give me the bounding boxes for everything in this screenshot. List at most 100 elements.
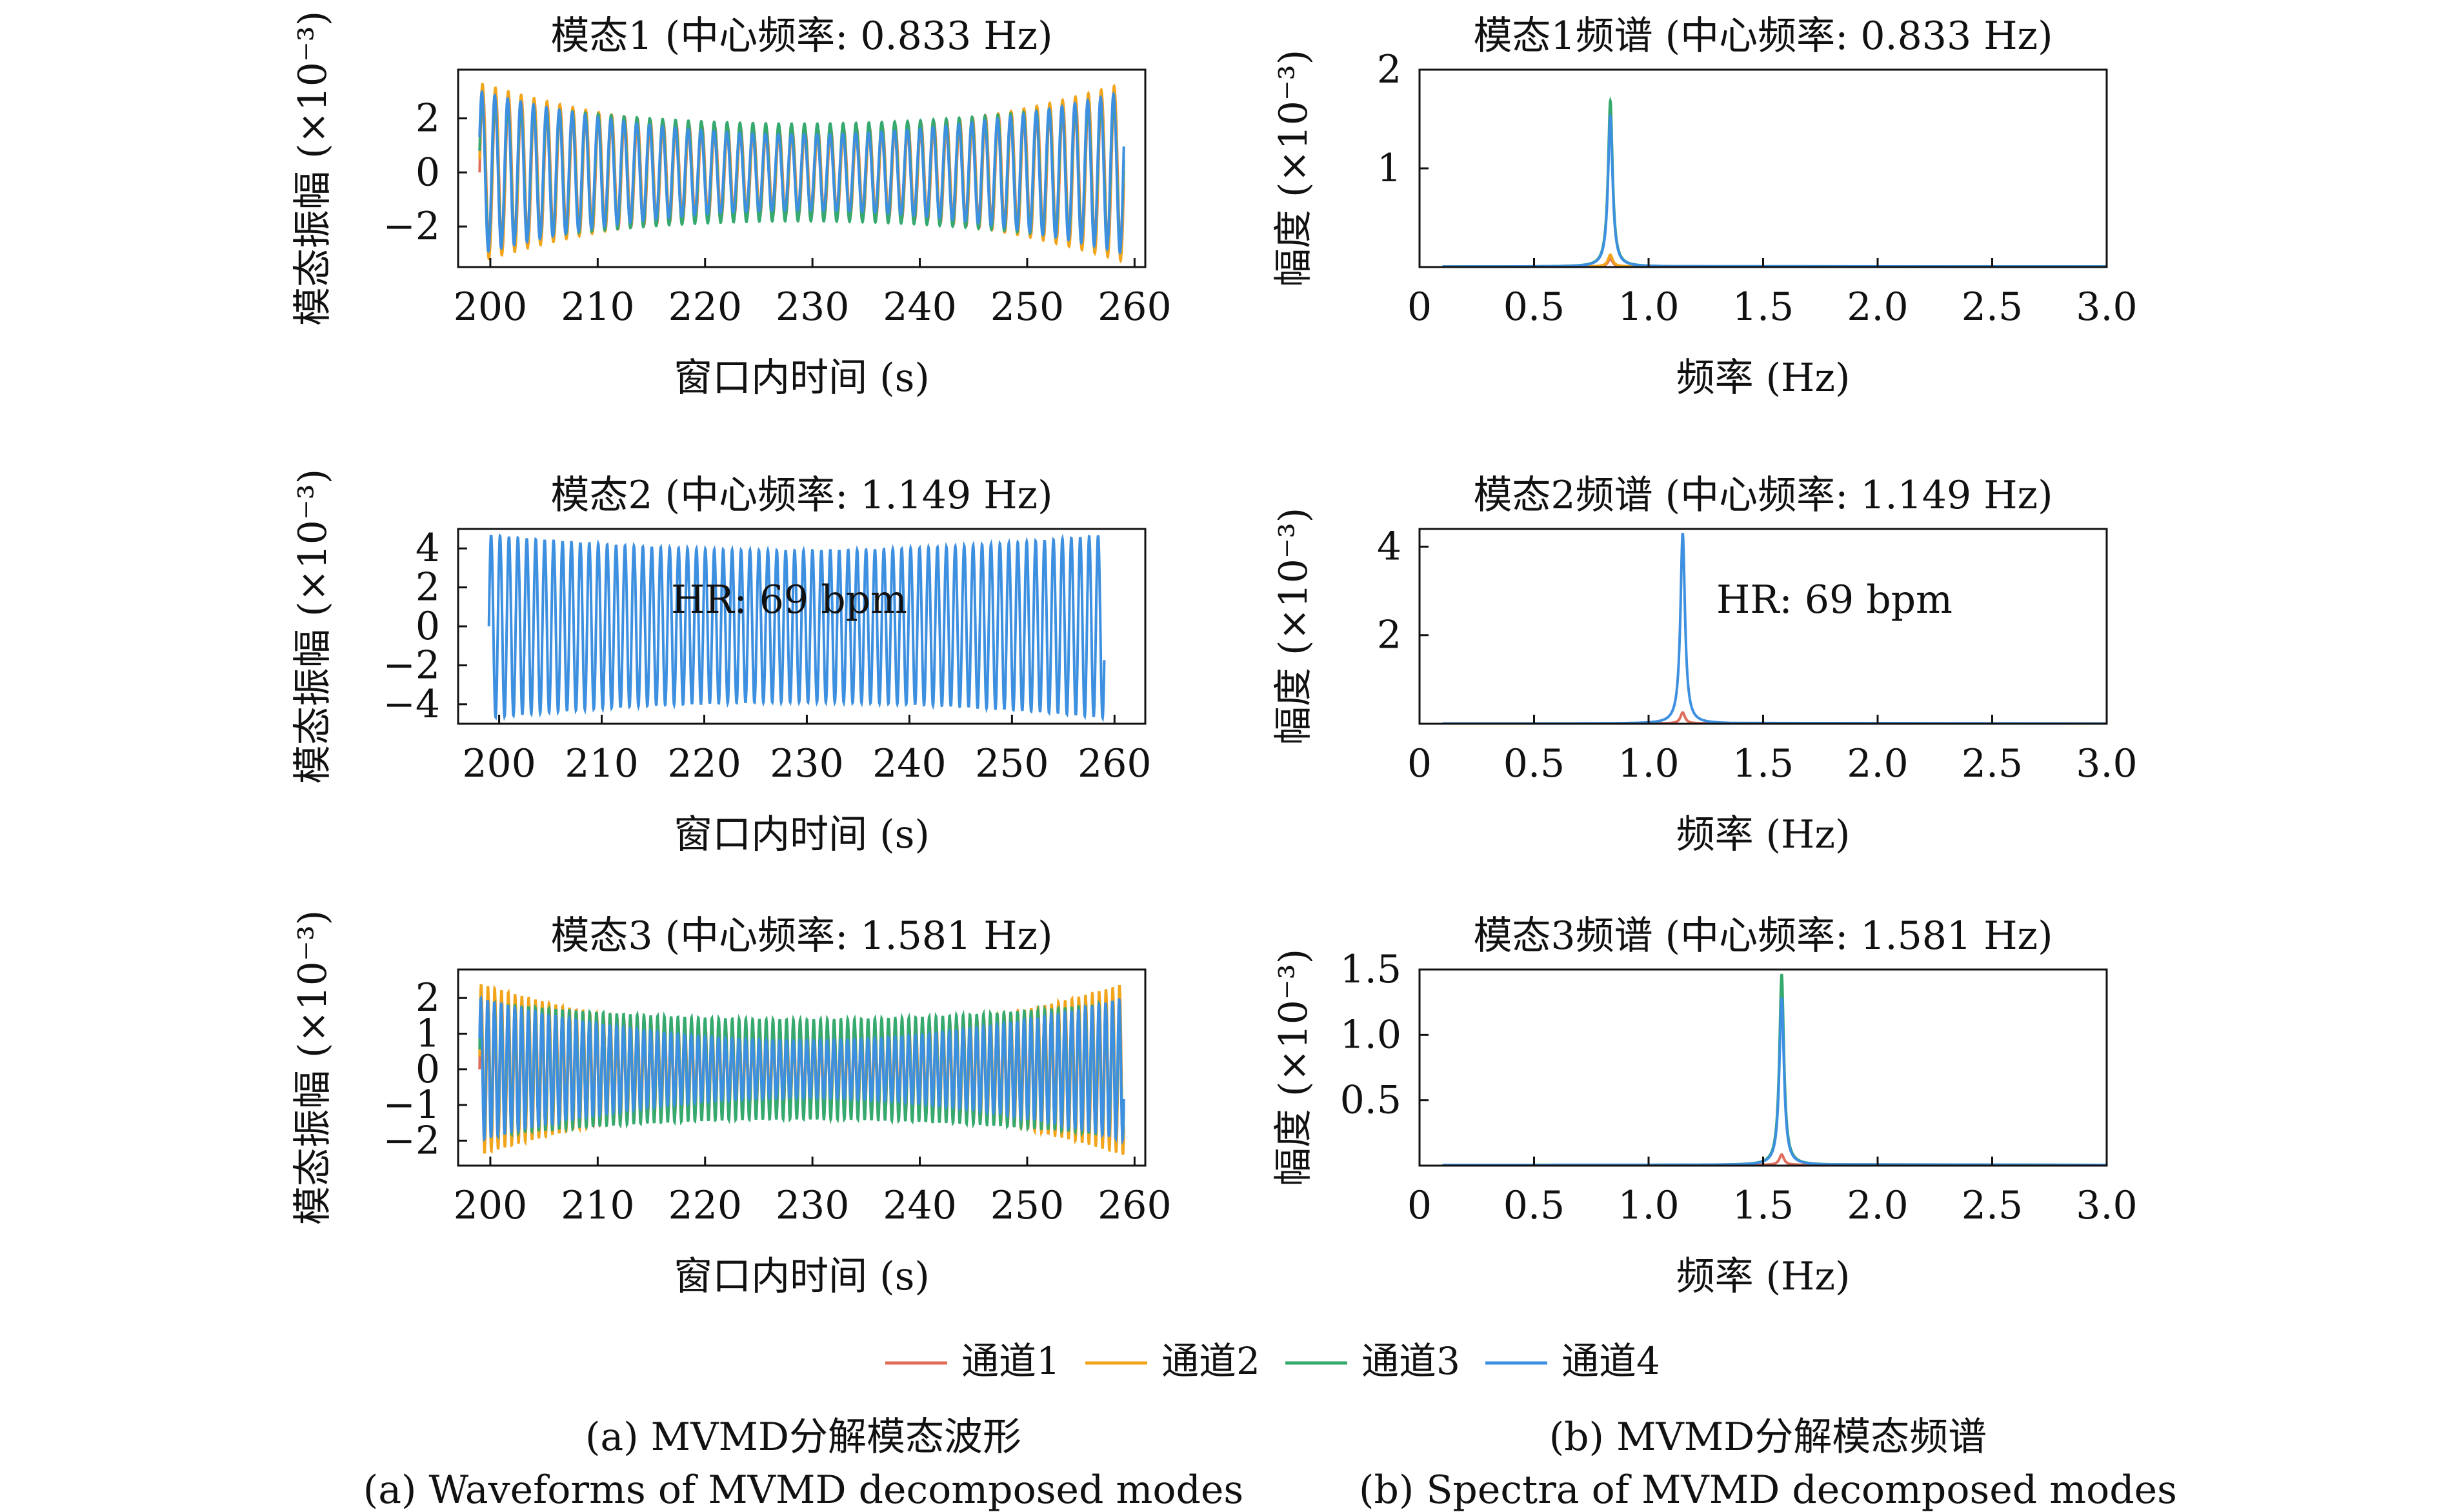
panel-4-traces [1420, 533, 2107, 724]
panel-5-ytick-label-4: 2 [416, 975, 440, 1020]
panel-2-series-3 [1442, 96, 2107, 267]
panel-1-xtick-label-4: 240 [883, 284, 957, 330]
panel-3-xtick-label-5: 250 [975, 741, 1049, 786]
legend-label-3: 通道3 [1361, 1339, 1460, 1383]
panel-2: 0 0.5 1.0 1.5 2.0 2.5 3.0 1 2 模态1频谱 (中心频率: 0.833 … [1271, 14, 2138, 401]
panel-2-series-2 [1442, 253, 2107, 267]
panel-2-xtick-label-0: 0 [1407, 284, 1432, 330]
panel-6-ytick-label-2: 1.5 [1340, 947, 1401, 992]
panel-6-xtick-label-6: 3.0 [2076, 1183, 2137, 1228]
panel-4-xtick-label-6: 3.0 [2076, 741, 2137, 786]
panel-5-xtick-label-3: 230 [776, 1183, 850, 1228]
panel-3-xtick-label-2: 220 [667, 741, 741, 786]
panel-2-traces [1420, 96, 2107, 267]
panel-6-traces [1420, 973, 2107, 1166]
panel-1-ytick-label-2: 2 [416, 95, 440, 141]
panel-2-ylabel: 幅度 (×10⁻³) [1271, 50, 1316, 287]
panel-2-xlabel: 频率 (Hz) [1676, 355, 1851, 401]
panel-4-annotation: HR: 69 bpm [1716, 577, 1952, 622]
panel-1-series-4 [478, 90, 1125, 255]
panel-6-series-3 [1442, 997, 2107, 1166]
panel-2-series-4 [1442, 112, 2107, 267]
panel-2-xtick-label-3: 1.5 [1732, 284, 1794, 330]
legend: 通道1 通道2 通道3 通道4 [885, 1339, 1660, 1383]
panel-3-xtick-label-0: 200 [462, 741, 536, 786]
panel-4-ytick-label-0: 2 [1377, 613, 1401, 658]
panel-3-ytick-label-3: 2 [416, 565, 440, 610]
panel-1-traces [478, 83, 1125, 264]
panel-1-ytick-label-1: 0 [416, 150, 440, 195]
panel-1: 200 210 220 230 240 250 260 −2 0 2 模态1 (中心频率: 0.83… [290, 11, 1172, 401]
panel-3-xtick-label-6: 260 [1078, 741, 1152, 786]
panel-5-xtick-label-0: 200 [454, 1183, 528, 1228]
panel-6-xtick-label-2: 1.0 [1618, 1183, 1679, 1228]
caption-b-zh: (b) MVMD分解模态频谱 [1549, 1415, 1987, 1460]
panel-5-frame [457, 968, 1147, 1167]
panel-5-ytick-label-2: 0 [416, 1047, 440, 1092]
panel-6: 0 0.5 1.0 1.5 2.0 2.5 3.0 0.5 1.0 1.5 模态3频谱 (中心频率:… [1271, 913, 2138, 1299]
panel-1-ytick-label-0: −2 [383, 204, 440, 249]
panel-4-xtick-label-0: 0 [1407, 741, 1432, 786]
panel-4-title: 模态2频谱 (中心频率: 1.149 Hz) [1473, 473, 2053, 518]
panel-2-xtick-label-5: 2.5 [1962, 284, 2023, 330]
panel-2-xtick-label-4: 2.0 [1847, 284, 1908, 330]
caption-a-en: (a) Waveforms of MVMD decomposed modes [363, 1467, 1243, 1512]
caption-b-en: (b) Spectra of MVMD decomposed modes [1359, 1467, 2177, 1512]
panel-3-series-1 [487, 533, 1106, 723]
panel-3-xtick-label-1: 210 [565, 741, 639, 786]
panel-5-ytick-label-0: −2 [383, 1118, 440, 1163]
panel-5-xlabel: 窗口内时间 (s) [674, 1254, 930, 1299]
panel-6-xtick-label-0: 0 [1407, 1183, 1432, 1228]
panel-6-xtick-label-3: 1.5 [1732, 1183, 1794, 1228]
panel-6-title: 模态3频谱 (中心频率: 1.581 Hz) [1473, 913, 2053, 959]
panel-5-traces [478, 984, 1125, 1155]
panel-2-frame [1418, 68, 2108, 268]
panel-6-xlabel: 频率 (Hz) [1676, 1254, 1851, 1299]
panel-3-xtick-label-4: 240 [872, 741, 947, 786]
panel-4-xtick-label-1: 0.5 [1503, 741, 1565, 786]
panel-1-xtick-label-1: 210 [561, 284, 635, 330]
legend-label-2: 通道2 [1161, 1339, 1260, 1383]
panel-3-annotation: HR: 69 bpm [671, 577, 907, 622]
panel-4: 0 0.5 1.0 1.5 2.0 2.5 3.0 2 4 模态2频谱 (中心频率: 1.149 … [1271, 473, 2138, 857]
panel-6-ytick-label-0: 0.5 [1340, 1078, 1401, 1123]
panel-3-ytick-label-2: 0 [416, 604, 440, 649]
panel-4-ytick-label-1: 4 [1377, 524, 1401, 569]
panel-3-xtick-label-3: 230 [770, 741, 844, 786]
panel-6-series-1 [1442, 1153, 2107, 1166]
panel-4-xtick-label-2: 1.0 [1618, 741, 1679, 786]
panel-1-title: 模态1 (中心频率: 0.833 Hz) [550, 14, 1052, 59]
panel-3-ylabel: 模态振幅 (×10⁻³) [290, 469, 336, 784]
panel-4-xtick-label-4: 2.0 [1847, 741, 1908, 786]
panel-2-xtick-label-1: 0.5 [1503, 284, 1565, 330]
panel-3-ytick-label-0: −4 [383, 682, 440, 727]
legend-label-1: 通道1 [961, 1339, 1060, 1383]
panel-6-frame [1418, 968, 2108, 1167]
panel-4-series-2 [1442, 533, 2107, 724]
panel-5-series-4 [478, 995, 1125, 1146]
panel-4-frame [1418, 528, 2108, 725]
panel-2-ytick-label-1: 2 [1377, 47, 1401, 92]
panel-1-xtick-label-5: 250 [990, 284, 1065, 330]
panel-2-xtick-label-6: 3.0 [2076, 284, 2137, 330]
panel-2-ytick-label-0: 1 [1377, 146, 1401, 191]
panel-5-ytick-label-3: 1 [416, 1011, 440, 1056]
panel-4-ylabel: 幅度 (×10⁻³) [1271, 508, 1316, 745]
panel-1-xtick-label-0: 200 [454, 284, 528, 330]
caption-a-zh: (a) MVMD分解模态波形 [585, 1415, 1021, 1460]
panel-4-xtick-label-5: 2.5 [1962, 741, 2023, 786]
panel-5-xtick-label-4: 240 [883, 1183, 957, 1228]
panel-5-xtick-label-2: 220 [668, 1183, 742, 1228]
panel-4-xlabel: 频率 (Hz) [1676, 812, 1851, 857]
panel-6-ytick-label-1: 1.0 [1340, 1012, 1401, 1057]
panel-3-ytick-label-4: 4 [416, 526, 440, 571]
panel-5-ylabel: 模态振幅 (×10⁻³) [290, 910, 336, 1225]
panel-1-ylabel: 模态振幅 (×10⁻³) [290, 11, 336, 326]
panel-3-traces [487, 533, 1106, 723]
legend-label-4: 通道4 [1561, 1339, 1660, 1383]
panel-1-xtick-label-3: 230 [776, 284, 850, 330]
panel-4-xtick-label-3: 1.5 [1732, 741, 1794, 786]
panel-5-xtick-label-6: 260 [1098, 1183, 1172, 1228]
